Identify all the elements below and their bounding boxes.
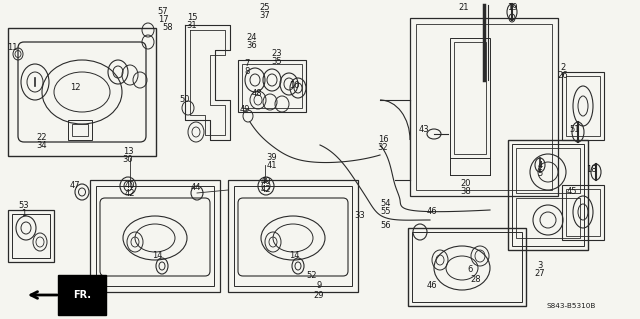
Text: 12: 12: [70, 84, 80, 93]
Text: 38: 38: [461, 187, 472, 196]
Text: 46: 46: [427, 207, 437, 217]
Bar: [234, 186, 352, 286]
Bar: [8, 210, 54, 262]
Text: 42: 42: [260, 186, 271, 195]
Text: 55: 55: [381, 207, 391, 217]
Text: 57: 57: [157, 8, 168, 17]
Text: 4: 4: [538, 160, 543, 169]
Text: 53: 53: [19, 201, 29, 210]
Text: 40: 40: [125, 181, 135, 189]
Text: 13: 13: [123, 146, 133, 155]
Text: 14: 14: [289, 250, 300, 259]
Text: 39: 39: [267, 152, 277, 161]
Text: 6: 6: [467, 265, 473, 275]
Text: 31: 31: [187, 21, 197, 31]
Text: 10: 10: [289, 81, 300, 91]
Bar: [508, 140, 588, 250]
Text: 28: 28: [470, 276, 481, 285]
Text: 9: 9: [316, 280, 322, 290]
Text: 40: 40: [260, 177, 271, 187]
Text: 42: 42: [125, 189, 135, 197]
Text: 26: 26: [557, 71, 568, 80]
Text: 14: 14: [152, 250, 163, 259]
Text: 15: 15: [187, 13, 197, 23]
Bar: [228, 180, 358, 292]
Bar: [96, 186, 214, 286]
Text: 34: 34: [36, 142, 47, 151]
Bar: [408, 228, 526, 306]
Text: 27: 27: [534, 269, 545, 278]
Text: 29: 29: [314, 291, 324, 300]
Text: 25: 25: [260, 4, 270, 12]
Bar: [72, 124, 88, 136]
Text: 18: 18: [586, 166, 596, 174]
Text: 22: 22: [36, 133, 47, 143]
Text: 20: 20: [461, 179, 471, 188]
Text: 46: 46: [427, 280, 437, 290]
Text: 50: 50: [180, 95, 190, 105]
Bar: [12, 214, 50, 258]
Bar: [68, 120, 92, 140]
Bar: [8, 28, 156, 156]
Text: 16: 16: [378, 136, 388, 145]
Bar: [516, 198, 580, 238]
Text: 19: 19: [507, 4, 517, 12]
Text: 56: 56: [381, 220, 391, 229]
Text: 49: 49: [240, 106, 250, 115]
Text: 36: 36: [246, 41, 257, 50]
Text: 3: 3: [538, 261, 543, 270]
Text: 44: 44: [191, 183, 201, 192]
Bar: [516, 148, 580, 193]
Text: 32: 32: [378, 144, 388, 152]
Text: 35: 35: [272, 57, 282, 66]
Text: 43: 43: [419, 125, 429, 135]
Text: 45: 45: [567, 188, 577, 197]
Bar: [416, 24, 552, 190]
Text: 2: 2: [561, 63, 566, 72]
Bar: [566, 189, 600, 236]
Bar: [90, 180, 220, 292]
Text: 54: 54: [381, 199, 391, 209]
Text: 47: 47: [70, 181, 80, 189]
Text: 30: 30: [123, 154, 133, 164]
Bar: [410, 18, 558, 196]
Bar: [566, 76, 600, 136]
Text: 8: 8: [244, 66, 250, 76]
Text: 5: 5: [538, 168, 543, 177]
Bar: [562, 185, 604, 240]
Text: 37: 37: [260, 11, 270, 20]
Bar: [450, 38, 490, 158]
Bar: [238, 60, 306, 112]
Text: FR.: FR.: [73, 290, 91, 300]
Text: 52: 52: [307, 271, 317, 279]
Text: 24: 24: [247, 33, 257, 42]
Bar: [562, 72, 604, 140]
Text: S843-B5310B: S843-B5310B: [547, 303, 596, 309]
Text: 21: 21: [459, 4, 469, 12]
Bar: [512, 144, 584, 246]
Text: 58: 58: [163, 24, 173, 33]
Text: 17: 17: [157, 16, 168, 25]
Bar: [242, 64, 302, 108]
Text: 11: 11: [7, 43, 17, 53]
Text: 7: 7: [244, 58, 250, 68]
Text: 48: 48: [252, 90, 262, 99]
Bar: [412, 232, 522, 302]
Bar: [454, 42, 486, 154]
Text: 1: 1: [21, 209, 27, 218]
Text: 23: 23: [272, 49, 282, 58]
Text: 41: 41: [267, 160, 277, 169]
Text: 51: 51: [570, 125, 580, 135]
Text: 33: 33: [355, 211, 365, 219]
